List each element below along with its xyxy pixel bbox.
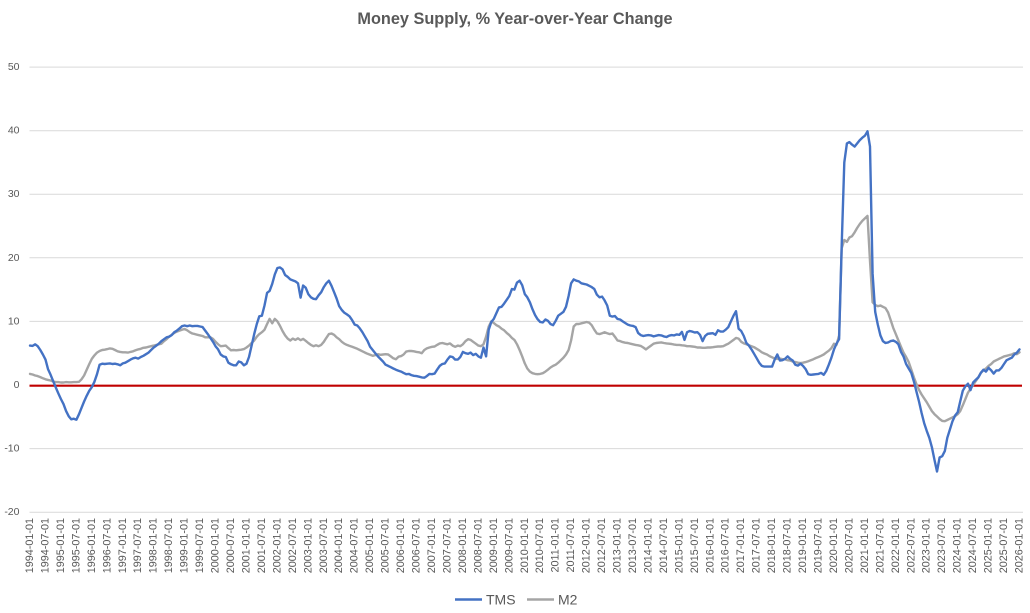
svg-text:M2: M2 xyxy=(558,592,578,608)
svg-text:2018-01-01: 2018-01-01 xyxy=(766,518,778,573)
svg-text:2021-07-01: 2021-07-01 xyxy=(874,518,886,573)
svg-text:2015-01-01: 2015-01-01 xyxy=(673,518,685,573)
svg-text:2016-01-01: 2016-01-01 xyxy=(704,518,716,573)
svg-text:2023-07-01: 2023-07-01 xyxy=(936,518,948,573)
svg-text:2020-01-01: 2020-01-01 xyxy=(828,518,840,573)
svg-text:2011-01-01: 2011-01-01 xyxy=(550,518,562,572)
svg-text:2017-01-01: 2017-01-01 xyxy=(735,518,747,573)
svg-text:20: 20 xyxy=(8,252,20,264)
svg-text:1994-07-01: 1994-07-01 xyxy=(40,518,52,573)
svg-text:2019-07-01: 2019-07-01 xyxy=(813,518,825,573)
svg-text:2016-07-01: 2016-07-01 xyxy=(720,518,732,573)
svg-text:2019-01-01: 2019-01-01 xyxy=(797,518,809,573)
svg-text:1997-01-01: 1997-01-01 xyxy=(117,518,129,573)
svg-text:2017-07-01: 2017-07-01 xyxy=(751,518,763,573)
svg-text:2025-01-01: 2025-01-01 xyxy=(983,518,995,573)
svg-text:2023-01-01: 2023-01-01 xyxy=(921,518,933,573)
svg-text:-20: -20 xyxy=(4,506,19,518)
svg-text:50: 50 xyxy=(8,61,20,73)
svg-text:1997-07-01: 1997-07-01 xyxy=(132,518,144,573)
svg-text:TMS: TMS xyxy=(486,592,516,608)
svg-text:2007-01-01: 2007-01-01 xyxy=(426,518,438,573)
svg-text:2020-07-01: 2020-07-01 xyxy=(843,518,855,573)
svg-text:1996-01-01: 1996-01-01 xyxy=(86,518,98,573)
svg-text:2002-01-01: 2002-01-01 xyxy=(271,518,283,573)
svg-text:2005-01-01: 2005-01-01 xyxy=(364,518,376,573)
svg-text:2025-07-01: 2025-07-01 xyxy=(998,518,1010,573)
svg-text:2000-01-01: 2000-01-01 xyxy=(210,518,222,573)
svg-text:2011-07-01: 2011-07-01 xyxy=(565,518,577,572)
svg-text:2007-07-01: 2007-07-01 xyxy=(441,518,453,573)
svg-text:1998-07-01: 1998-07-01 xyxy=(163,518,175,573)
svg-text:30: 30 xyxy=(8,188,20,200)
svg-text:2012-07-01: 2012-07-01 xyxy=(596,518,608,573)
svg-text:1994-01-01: 1994-01-01 xyxy=(24,518,36,573)
svg-text:2013-07-01: 2013-07-01 xyxy=(627,518,639,573)
svg-text:2014-01-01: 2014-01-01 xyxy=(642,518,654,573)
svg-text:2013-01-01: 2013-01-01 xyxy=(612,518,624,573)
svg-text:1995-07-01: 1995-07-01 xyxy=(70,518,82,573)
svg-text:2022-07-01: 2022-07-01 xyxy=(905,518,917,573)
svg-text:-10: -10 xyxy=(4,443,19,455)
svg-text:10: 10 xyxy=(8,315,20,327)
svg-text:2006-07-01: 2006-07-01 xyxy=(411,518,423,573)
svg-text:0: 0 xyxy=(14,379,20,391)
svg-text:2026-01-01: 2026-01-01 xyxy=(1014,518,1026,573)
svg-text:1996-07-01: 1996-07-01 xyxy=(101,518,113,573)
svg-text:2009-01-01: 2009-01-01 xyxy=(488,518,500,573)
svg-text:2018-07-01: 2018-07-01 xyxy=(782,518,794,573)
svg-text:Money Supply, % Year-over-Year: Money Supply, % Year-over-Year Change xyxy=(357,10,672,28)
svg-text:2014-07-01: 2014-07-01 xyxy=(658,518,670,573)
svg-text:2024-01-01: 2024-01-01 xyxy=(952,518,964,573)
svg-text:1999-01-01: 1999-01-01 xyxy=(179,518,191,573)
svg-text:2022-01-01: 2022-01-01 xyxy=(890,518,902,573)
svg-text:2024-07-01: 2024-07-01 xyxy=(967,518,979,573)
svg-text:2003-07-01: 2003-07-01 xyxy=(318,518,330,573)
svg-text:2010-07-01: 2010-07-01 xyxy=(534,518,546,573)
svg-text:40: 40 xyxy=(8,125,20,137)
svg-text:2004-07-01: 2004-07-01 xyxy=(349,518,361,573)
svg-text:1999-07-01: 1999-07-01 xyxy=(194,518,206,573)
svg-text:2002-07-01: 2002-07-01 xyxy=(287,518,299,573)
svg-text:2001-07-01: 2001-07-01 xyxy=(256,518,268,573)
svg-text:2009-07-01: 2009-07-01 xyxy=(503,518,515,573)
svg-text:2001-01-01: 2001-01-01 xyxy=(241,518,253,573)
svg-text:2010-01-01: 2010-01-01 xyxy=(519,518,531,573)
svg-text:2003-01-01: 2003-01-01 xyxy=(302,518,314,573)
svg-text:2006-01-01: 2006-01-01 xyxy=(395,518,407,573)
svg-text:2004-01-01: 2004-01-01 xyxy=(333,518,345,573)
svg-text:2015-07-01: 2015-07-01 xyxy=(689,518,701,573)
svg-text:2000-07-01: 2000-07-01 xyxy=(225,518,237,573)
svg-text:2021-01-01: 2021-01-01 xyxy=(859,518,871,573)
svg-text:2008-01-01: 2008-01-01 xyxy=(457,518,469,573)
svg-text:2008-07-01: 2008-07-01 xyxy=(472,518,484,573)
svg-text:2005-07-01: 2005-07-01 xyxy=(380,518,392,573)
svg-text:1995-01-01: 1995-01-01 xyxy=(55,518,67,573)
svg-text:2012-01-01: 2012-01-01 xyxy=(581,518,593,573)
svg-text:1998-01-01: 1998-01-01 xyxy=(148,518,160,573)
